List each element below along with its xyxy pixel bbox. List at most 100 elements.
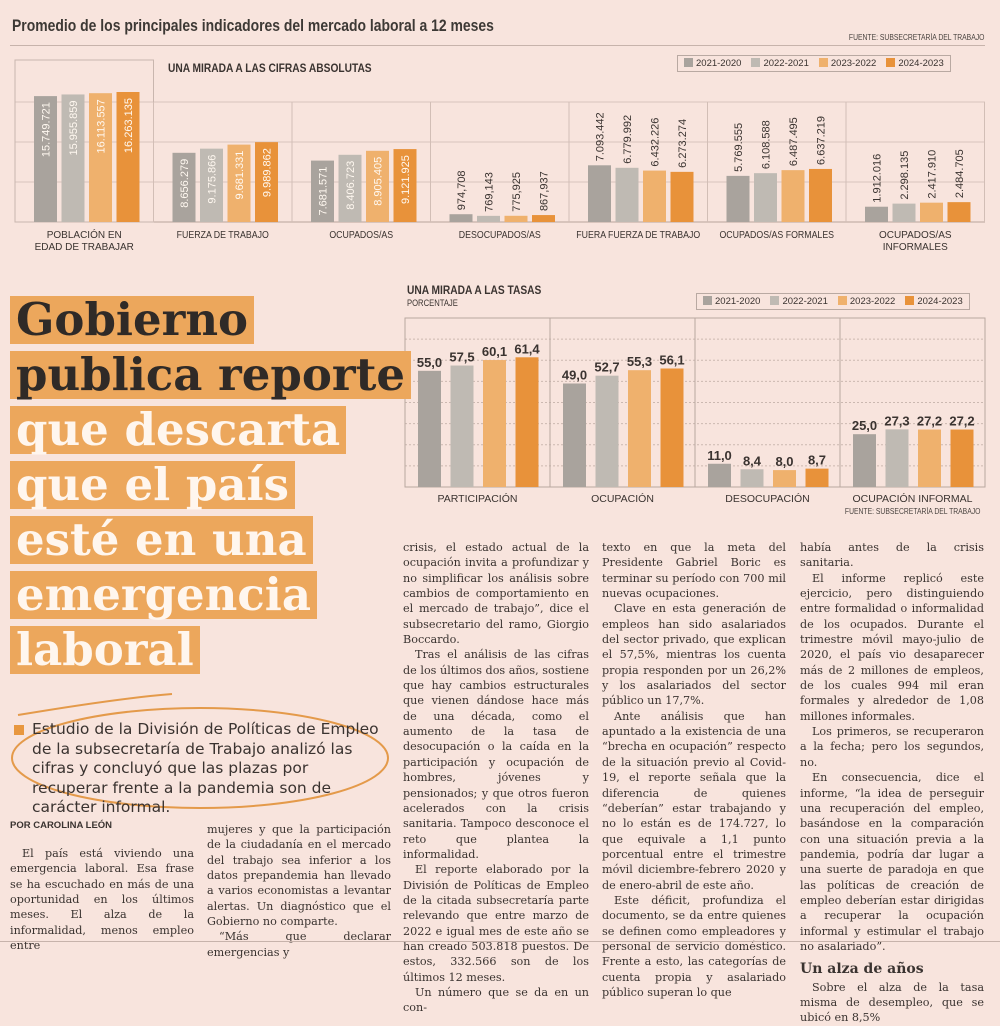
chart-subtitle-rates: PORCENTAJE [407,298,458,308]
bar-value-label: 6.779.992 [622,115,634,164]
paragraph: El informe replicó este ejercicio, pero … [800,571,984,723]
bar-value-label: 49,0 [562,367,587,382]
bar-value-label: 7.681.571 [318,167,330,216]
bar [950,429,974,487]
paragraph: había antes de la crisis sanitaria. [800,541,984,570]
bar [865,206,888,222]
bar-value-label: 8,7 [808,453,826,468]
legend-absolute: 2021-2020 2022-2021 2023-2022 2024-2023 [677,55,951,72]
bar-value-label: 27,2 [917,414,942,429]
bar-value-label: 867,937 [539,171,551,211]
bar [595,375,619,487]
article-column-5: había antes de la crisis sanitaria. El in… [800,540,984,1026]
bar-value-label: 11,0 [707,448,732,463]
paragraph: texto en que la meta del Presidente Gabr… [602,541,786,601]
bar [809,168,832,222]
chart-title-rates: UNA MIRADA A LAS TASAS [407,283,542,297]
lead-text: Estudio de la División de Políticas de E… [32,720,379,816]
paragraph: Este déficit, profundiza el documento, s… [602,893,786,999]
page-title: Promedio de los principales indicadores … [12,16,494,35]
bar [449,214,473,222]
bar-value-label: 55,0 [417,355,442,370]
bar [393,149,417,222]
bar [116,92,140,222]
lead-paragraph: Estudio de la División de Políticas de E… [14,720,384,818]
legend-swatch [818,58,828,67]
headline-line: publica reporte [10,351,412,399]
bar [450,365,474,487]
bar-value-label: 16.263.135 [123,98,135,153]
bar [311,160,334,222]
headline-line: esté en una [10,516,313,564]
legend-swatch [905,296,915,305]
bar-value-label: 8,4 [743,453,762,468]
bar-value-label: 9.175.866 [207,155,219,204]
bar-value-label: 6.273.274 [677,119,689,168]
bar-value-label: 56,1 [659,352,684,367]
bar [227,144,251,222]
category-label: DESOCUPADOS/AS [459,228,541,240]
bar [172,152,196,222]
headline: Gobierno publica reporte que descarta qu… [10,296,412,681]
legend-item: 2022-2021 [770,296,828,307]
byline: POR CAROLINA LEÓN [10,820,113,831]
chart-rates: 55,0 57,5 60,1 61,4 PARTICIPACIÓN 49,0 52,7 55,… [404,317,986,505]
legend-label: 2021-2020 [715,296,761,307]
bar [89,93,112,223]
bar-value-label: 8.656.279 [179,159,191,208]
bar [61,94,85,222]
bar-value-label: 52,7 [594,360,619,375]
article-column-2: mujeres y que la participación de la ciu… [207,822,391,960]
paragraph: Tras el análisis de las cifras de los úl… [403,648,589,861]
legend-item: 2024-2023 [905,296,963,307]
legend-label: 2023-2022 [830,58,877,69]
headline-line: Gobierno [10,296,255,344]
bar [255,142,278,222]
headline-line: emergencia [10,571,318,619]
article-column-1: El país está viviendo una emergencia lab… [10,846,194,953]
bar [918,429,941,487]
bar-value-label: 5.769.555 [733,123,745,172]
bar [726,175,750,222]
bar-value-label: 60,1 [482,344,507,359]
legend-label: 2023-2022 [849,296,896,307]
paragraph: El país está viviendo una emergencia lab… [10,847,194,953]
bar [200,148,223,222]
bar-value-label: 6.487.495 [788,117,800,166]
paragraph: Ante análisis que han apuntado a la exis… [602,709,786,892]
bar-value-label: 974,708 [456,170,468,210]
legend-swatch [684,58,693,67]
chart-absolute: 15.749.721 15.955.859 16.113.557 16.263.135… [14,59,985,253]
square-bullet-icon [14,725,24,735]
chart-source-rates: FUENTE: SUBSECRETARÍA DEL TRABAJO [844,507,980,516]
bar [418,370,441,487]
legend-label: 2022-2021 [763,58,809,69]
paragraph: El reporte elaborado por la División de … [403,863,589,984]
bar-value-label: 55,3 [627,354,652,369]
bar-value-label: 25,0 [852,418,877,433]
bar [477,215,500,222]
category-label: OCUPADOS/AS [329,228,393,240]
article-column-4: texto en que la meta del Presidente Gabr… [602,540,786,1000]
bar-value-label: 1.912.016 [872,154,884,203]
bar [515,357,539,487]
category-label: DESOCUPACIÓN [725,492,809,505]
bar [805,468,829,487]
headline-line: que descarta [10,406,347,454]
bar [483,360,506,487]
bar-value-label: 15.955.859 [68,100,80,155]
paragraph: Sobre el alza de la tasa misma de desemp… [800,980,984,1025]
bar [588,165,611,222]
legend-rates: 2021-2020 2022-2021 2023-2022 2024-2023 [696,293,970,310]
bar-value-label: 6.637.219 [816,116,828,165]
bar-value-label: 57,5 [449,350,474,365]
bar [853,434,876,487]
bar-value-label: 9.681.331 [234,151,246,200]
bar [504,215,528,222]
bar [338,154,362,222]
bar [740,469,764,487]
bar [532,215,555,222]
bar-value-label: 27,3 [884,413,909,428]
headline-line: que el país [10,461,295,509]
bar [628,370,651,487]
